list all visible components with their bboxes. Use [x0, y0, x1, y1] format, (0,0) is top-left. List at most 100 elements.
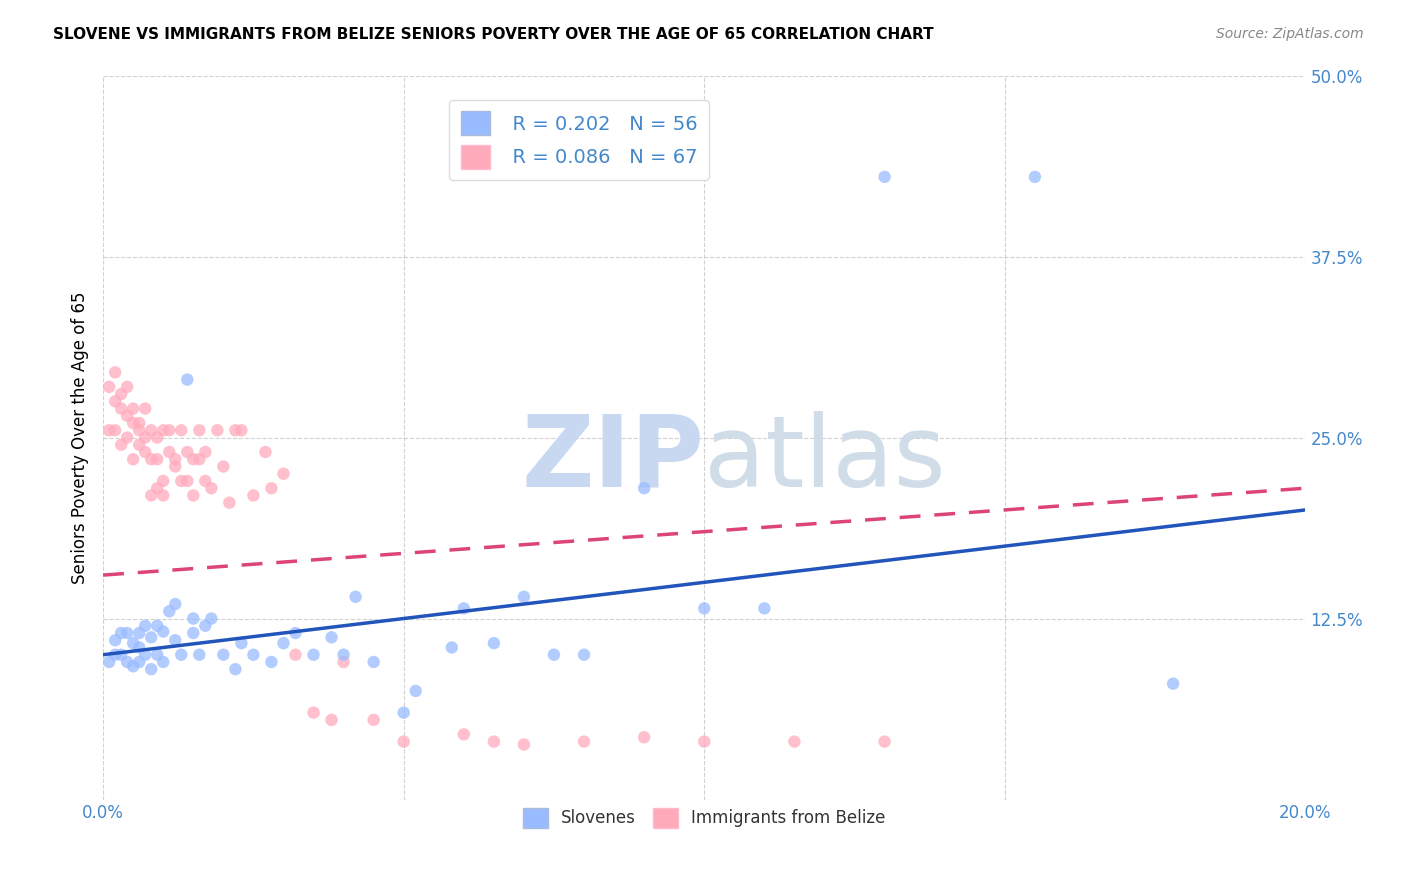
Point	[170, 648, 193, 662]
Point	[122, 452, 145, 467]
Point	[176, 474, 198, 488]
Point	[134, 619, 156, 633]
Point	[344, 590, 367, 604]
Point	[128, 655, 150, 669]
Point	[218, 496, 240, 510]
Point	[254, 445, 277, 459]
Point	[188, 648, 211, 662]
Point	[176, 445, 198, 459]
Point	[482, 734, 505, 748]
Point	[302, 706, 325, 720]
Point	[98, 380, 121, 394]
Point	[152, 474, 174, 488]
Point	[224, 662, 246, 676]
Point	[181, 626, 204, 640]
Point	[110, 626, 132, 640]
Point	[242, 648, 264, 662]
Point	[405, 684, 427, 698]
Point	[273, 467, 295, 481]
Point	[212, 648, 235, 662]
Point	[152, 655, 174, 669]
Point	[128, 626, 150, 640]
Point	[115, 626, 138, 640]
Point	[152, 488, 174, 502]
Point	[104, 648, 127, 662]
Point	[633, 731, 655, 745]
Point	[165, 633, 187, 648]
Point	[115, 380, 138, 394]
Point	[176, 373, 198, 387]
Point	[693, 734, 716, 748]
Point	[260, 481, 283, 495]
Point	[141, 452, 163, 467]
Legend: Slovenes, Immigrants from Belize: Slovenes, Immigrants from Belize	[516, 801, 893, 835]
Point	[260, 655, 283, 669]
Point	[284, 648, 307, 662]
Point	[200, 481, 222, 495]
Point	[873, 734, 896, 748]
Text: Source: ZipAtlas.com: Source: ZipAtlas.com	[1216, 27, 1364, 41]
Point	[104, 423, 127, 437]
Point	[146, 648, 169, 662]
Point	[146, 430, 169, 444]
Point	[363, 713, 385, 727]
Point	[165, 452, 187, 467]
Text: ZIP: ZIP	[522, 410, 704, 508]
Point	[392, 706, 415, 720]
Point	[194, 445, 217, 459]
Point	[141, 662, 163, 676]
Point	[141, 488, 163, 502]
Point	[110, 387, 132, 401]
Point	[754, 601, 776, 615]
Point	[104, 633, 127, 648]
Point	[128, 640, 150, 655]
Point	[104, 365, 127, 379]
Point	[194, 474, 217, 488]
Point	[98, 423, 121, 437]
Point	[141, 631, 163, 645]
Point	[242, 488, 264, 502]
Point	[122, 401, 145, 416]
Point	[633, 481, 655, 495]
Point	[1024, 169, 1046, 184]
Point	[332, 648, 354, 662]
Text: atlas: atlas	[704, 410, 946, 508]
Point	[128, 423, 150, 437]
Point	[273, 636, 295, 650]
Point	[128, 416, 150, 430]
Y-axis label: Seniors Poverty Over the Age of 65: Seniors Poverty Over the Age of 65	[72, 292, 89, 583]
Point	[122, 636, 145, 650]
Point	[302, 648, 325, 662]
Point	[212, 459, 235, 474]
Point	[122, 416, 145, 430]
Point	[146, 481, 169, 495]
Point	[157, 423, 180, 437]
Text: SLOVENE VS IMMIGRANTS FROM BELIZE SENIORS POVERTY OVER THE AGE OF 65 CORRELATION: SLOVENE VS IMMIGRANTS FROM BELIZE SENIOR…	[53, 27, 934, 42]
Point	[513, 738, 536, 752]
Point	[482, 636, 505, 650]
Point	[115, 655, 138, 669]
Point	[231, 636, 253, 650]
Point	[122, 659, 145, 673]
Point	[207, 423, 229, 437]
Point	[110, 438, 132, 452]
Point	[134, 445, 156, 459]
Point	[110, 401, 132, 416]
Point	[134, 648, 156, 662]
Point	[141, 423, 163, 437]
Point	[181, 611, 204, 625]
Point	[134, 430, 156, 444]
Point	[1161, 676, 1184, 690]
Point	[194, 619, 217, 633]
Point	[181, 452, 204, 467]
Point	[115, 409, 138, 423]
Point	[284, 626, 307, 640]
Point	[146, 452, 169, 467]
Point	[152, 624, 174, 639]
Point	[170, 474, 193, 488]
Point	[513, 590, 536, 604]
Point	[200, 611, 222, 625]
Point	[693, 601, 716, 615]
Point	[392, 734, 415, 748]
Point	[332, 655, 354, 669]
